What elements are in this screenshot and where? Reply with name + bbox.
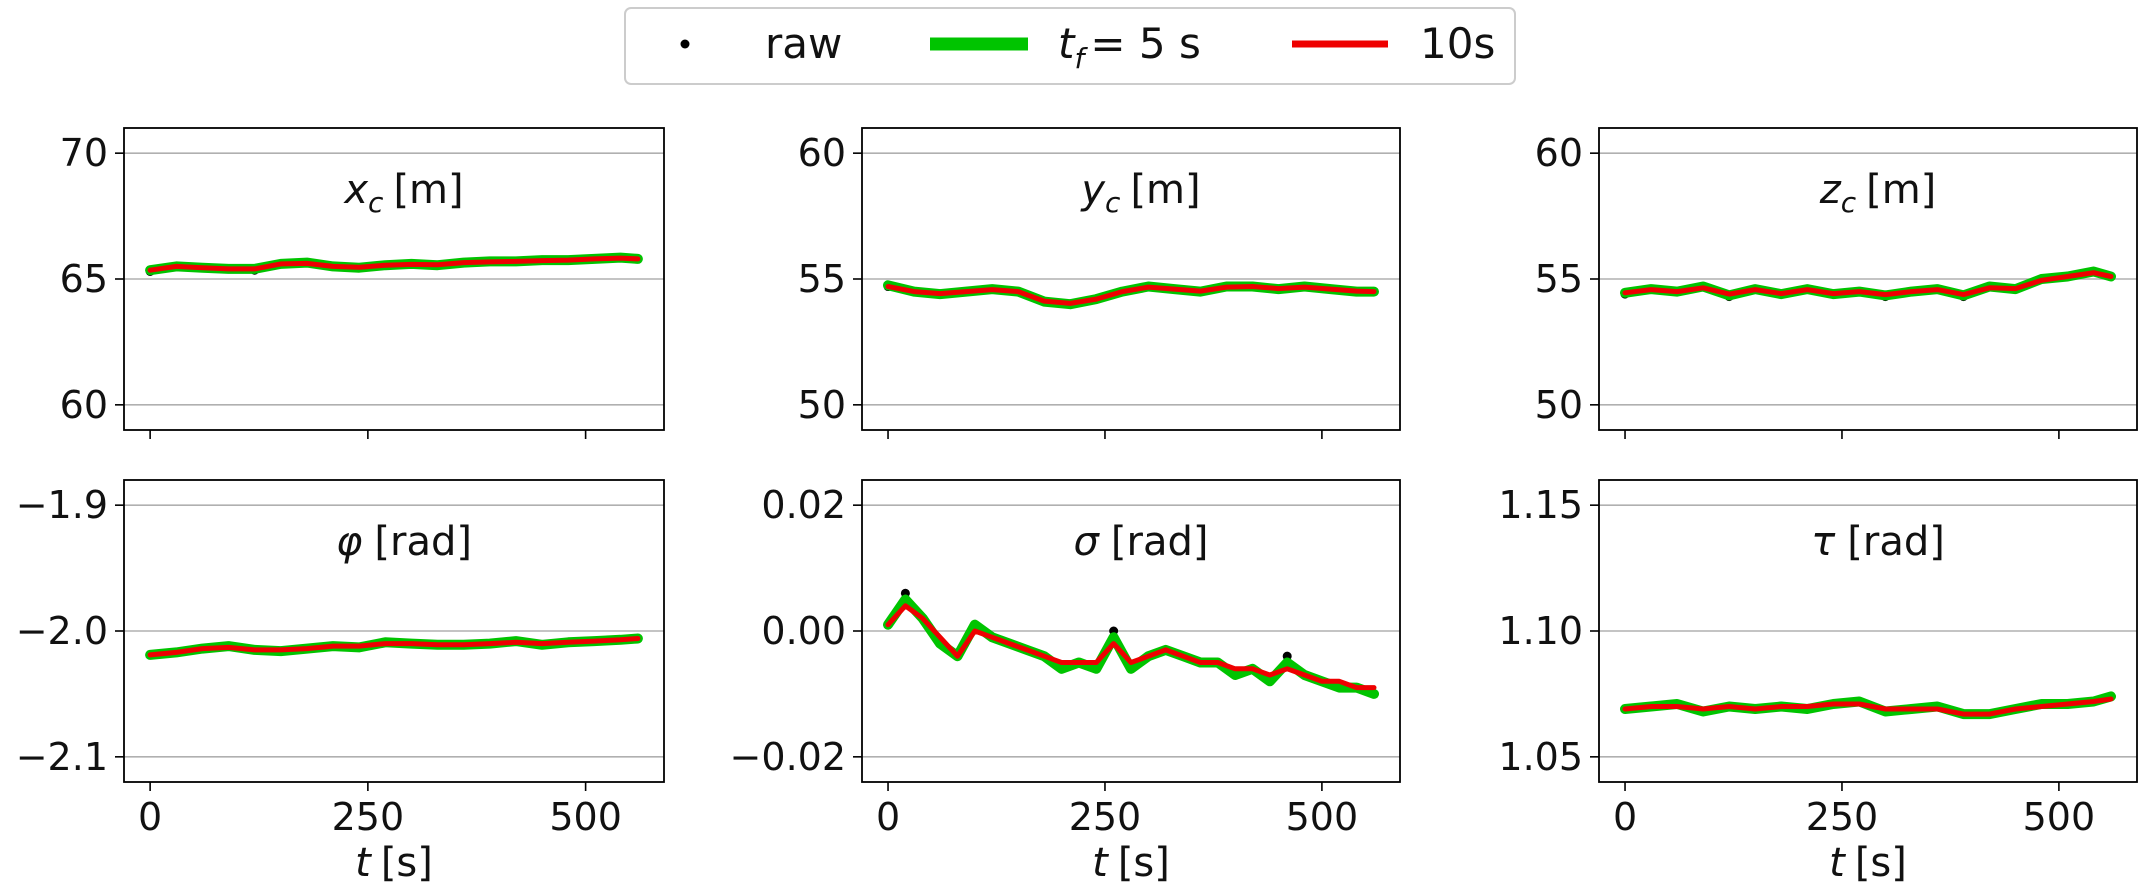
axes-frame [861, 479, 1401, 783]
x-tick-label: 500 [1286, 795, 1359, 839]
y-tick-label: 65 [60, 257, 108, 301]
panel-4: −2.1 −2.0 −1.9 0 250 500 φ [rad] t [s] [16, 479, 665, 886]
panel-5: −0.02 0.00 0.02 0 250 500 σ [rad] t [s] [730, 479, 1401, 886]
panel-title-symbol: σ [1074, 519, 1101, 565]
axes-frame [123, 127, 665, 431]
x-tick-label: 0 [138, 795, 162, 839]
panel-title: σ [rad] [1074, 519, 1209, 565]
y-tick-label: −2.1 [16, 735, 108, 779]
legend-tf5-t: t [1058, 19, 1076, 68]
panel-title-subscript: c [1841, 186, 1857, 219]
panel-title-symbol: τ [1811, 519, 1836, 565]
x-tick-label: 500 [549, 795, 622, 839]
y-tick-label: 1.15 [1498, 483, 1583, 527]
y-tick-label: 55 [798, 257, 846, 301]
axes-frame [123, 479, 665, 783]
axes-frame [1598, 127, 2138, 431]
x-axis-label-symbol: t [1829, 840, 1846, 886]
panel-title-symbol: y [1080, 167, 1106, 213]
x-tick-label: 250 [1069, 795, 1142, 839]
y-tick-label: 1.05 [1498, 735, 1583, 779]
panel-title-unit: [rad] [1847, 519, 1945, 565]
panel-title-unit: [m] [1866, 167, 1936, 213]
panel-1: 60 65 70 xc [m] [60, 127, 665, 439]
x-tick-label: 0 [1613, 795, 1637, 839]
y-tick-label: 0.02 [761, 483, 846, 527]
x-tick-label: 0 [876, 795, 900, 839]
legend-tf5-rest: = 5 s [1090, 19, 1201, 68]
panel-title: φ [rad] [336, 519, 472, 565]
y-tick-label: 60 [60, 383, 108, 427]
x-axis-label-symbol: t [355, 840, 372, 886]
x-tick-label: 250 [332, 795, 405, 839]
panel-title-symbol: φ [336, 519, 362, 565]
x-tick-label: 250 [1806, 795, 1879, 839]
series-line-10s [147, 636, 641, 658]
panel-title-subscript: c [368, 186, 384, 219]
y-tick-label: 55 [1535, 257, 1583, 301]
x-axis-label-unit: [s] [381, 840, 433, 886]
panel-title-unit: [m] [1130, 167, 1200, 213]
panel-3: 50 55 60 zc [m] [1535, 127, 2138, 439]
legend: raw tf = 5 s 10s [624, 7, 1516, 85]
panel-title: zc [m] [1819, 167, 1937, 219]
legend-raw-label: raw [765, 19, 842, 68]
y-tick-label: 1.10 [1498, 609, 1583, 653]
panel-title-unit: [rad] [374, 519, 472, 565]
x-axis-label-unit: [s] [1118, 840, 1170, 886]
panel-title-unit: [m] [393, 167, 463, 213]
y-tick-label: 60 [798, 131, 846, 175]
series-line-10s [1622, 270, 2114, 298]
panel-6: 1.05 1.10 1.15 0 250 500 τ [rad] t [s] [1498, 479, 2138, 886]
x-axis-label: t [s] [1829, 840, 1907, 886]
x-axis-label-symbol: t [1092, 840, 1109, 886]
panel-title-subscript: c [1105, 186, 1121, 219]
panel-title: xc [m] [342, 167, 463, 219]
panel-title-symbol: x [342, 167, 368, 213]
x-axis-label: t [s] [355, 840, 433, 886]
panel-2: 50 55 60 yc [m] [798, 127, 1401, 439]
panel-title-symbol: z [1819, 167, 1842, 213]
axes-frame [861, 127, 1401, 431]
series-line-10s [1622, 696, 2114, 717]
y-tick-label: 50 [1535, 383, 1583, 427]
legend-tf5-label: tf = 5 s [1058, 19, 1201, 75]
legend-frame [624, 7, 1516, 85]
series-line-10s [885, 284, 1377, 306]
series-line-tf5 [883, 594, 1379, 699]
series-line-10s [885, 603, 1377, 691]
series-line-10s [147, 255, 641, 273]
axes-frame [1598, 479, 2138, 783]
y-tick-label: −2.0 [16, 609, 108, 653]
x-axis-label: t [s] [1092, 840, 1170, 886]
legend-10s-label: 10s [1420, 19, 1495, 68]
y-tick-label: 0.00 [761, 609, 846, 653]
x-axis-label-unit: [s] [1855, 840, 1907, 886]
legend-raw-marker [680, 39, 690, 49]
panel-title: yc [m] [1080, 167, 1200, 219]
y-tick-label: −0.02 [730, 735, 846, 779]
x-tick-label: 500 [2023, 795, 2096, 839]
y-tick-label: 70 [60, 131, 108, 175]
panel-title-unit: [rad] [1111, 519, 1209, 565]
y-tick-label: 60 [1535, 131, 1583, 175]
y-tick-label: −1.9 [16, 483, 108, 527]
panel-title: τ [rad] [1811, 519, 1945, 565]
y-tick-label: 50 [798, 383, 846, 427]
